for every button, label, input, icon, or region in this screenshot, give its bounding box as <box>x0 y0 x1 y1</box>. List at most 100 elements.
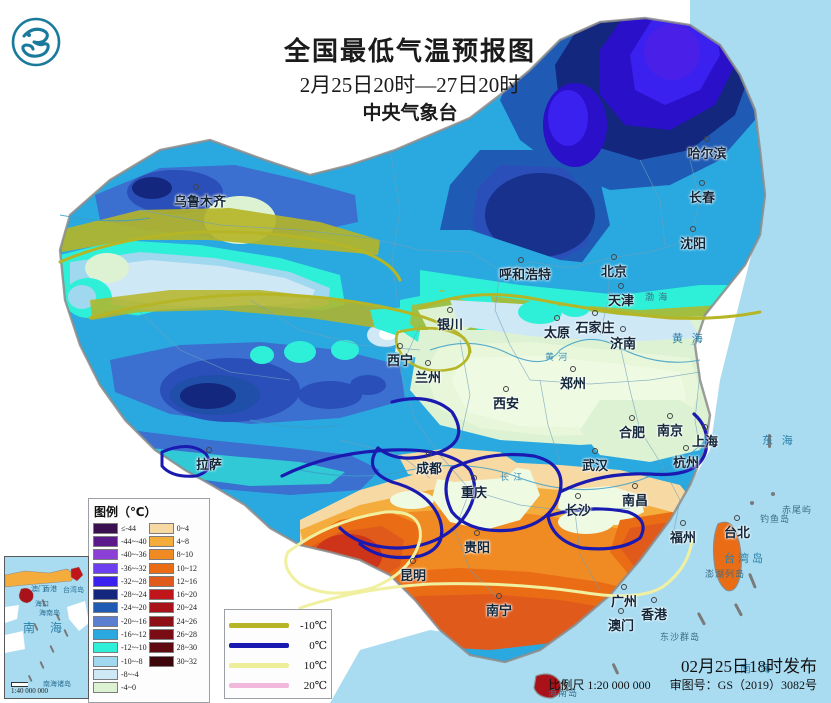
inset-place-label: 海南岛 <box>39 609 60 617</box>
city-name: 济南 <box>609 336 636 351</box>
city-name: 澳门 <box>607 618 634 633</box>
city-marker-icon <box>621 584 627 590</box>
legend-row: 10~12 <box>148 562 197 574</box>
isotherm-label: 0℃ <box>309 639 327 652</box>
isotherm-lines <box>58 230 762 610</box>
legend-row: 8~10 <box>148 549 197 561</box>
city-label: 武汉 <box>573 448 617 474</box>
isotherm-label: -10℃ <box>300 619 327 632</box>
legend-row: 30~32 <box>148 655 197 667</box>
city-marker-icon <box>702 424 708 430</box>
city-name: 太原 <box>543 325 570 340</box>
legend-label: -28~-24 <box>121 590 147 600</box>
legend-label: 12~16 <box>176 576 197 586</box>
geo-label: 台湾岛 <box>724 553 766 565</box>
legend-label: -40~-36 <box>121 550 147 560</box>
title-block: 全国最低气温预报图 2月25日20时—27日20时 中央气象台 <box>240 36 580 127</box>
forecast-period: 2月25日20时—27日20时 <box>299 73 521 97</box>
city-label: 太原 <box>535 315 579 341</box>
city-marker-icon <box>575 493 581 499</box>
city-name: 杭州 <box>672 455 699 470</box>
city-marker-icon <box>447 307 453 313</box>
legend-row: -36~-32 <box>93 562 147 574</box>
city-marker-icon <box>592 310 598 316</box>
legend-label: 20~24 <box>176 603 197 613</box>
province-boundaries <box>139 149 701 601</box>
approval-number: 审图号：GS（2019）3082号 <box>669 678 817 692</box>
city-name: 南昌 <box>621 493 648 508</box>
legend-label: 28~30 <box>176 643 197 653</box>
city-name: 福州 <box>669 530 696 545</box>
city-marker-icon <box>426 451 432 457</box>
city-name: 香港 <box>640 607 667 622</box>
legend-swatch <box>93 668 118 680</box>
legend-label: -36~-32 <box>121 563 147 573</box>
city-label: 上海 <box>683 424 727 450</box>
city-marker-icon <box>704 136 710 142</box>
city-label: 济南 <box>601 326 645 352</box>
city-marker-icon <box>734 515 740 521</box>
legend-label: -4~0 <box>121 683 136 693</box>
city-name: 长沙 <box>564 503 591 518</box>
inset-place-label: 澳门 <box>31 585 45 593</box>
isotherm-label: 10℃ <box>303 659 327 672</box>
legend-swatch <box>148 575 174 587</box>
legend-row: 12~16 <box>148 575 197 587</box>
legend-label: 24~26 <box>176 616 197 626</box>
scale-label: 比例尺 1:20 000 000 <box>548 678 651 692</box>
legend-row: -44~-40 <box>93 535 147 547</box>
geo-label: 东沙群岛 <box>660 632 701 642</box>
legend-row: 16~20 <box>148 588 197 601</box>
city-marker-icon <box>496 593 502 599</box>
city-label: 拉萨 <box>187 447 231 473</box>
legend-row: -40~-36 <box>93 549 147 561</box>
isotherm-legend: -10℃ 0℃ 10℃ 20℃ <box>224 609 332 699</box>
city-marker-icon <box>425 360 431 366</box>
city-label: 西安 <box>484 386 528 412</box>
legend-row: 4~8 <box>148 535 197 547</box>
city-name: 重庆 <box>460 485 487 500</box>
isotherm-line-sample <box>229 642 290 648</box>
city-name: 武汉 <box>581 458 608 473</box>
city-marker-icon <box>206 447 212 453</box>
city-label: 南京 <box>648 413 692 439</box>
issue-time: 02月25日18时发布 <box>681 657 817 676</box>
city-label: 天津 <box>599 283 643 309</box>
legend-label: 4~8 <box>176 536 189 546</box>
city-name: 天津 <box>607 293 634 308</box>
inset-scale-label: 1:40 000 000 <box>11 687 48 695</box>
map-scale-info: 比例尺 1:20 000 000 审图号：GS（2019）3082号 <box>532 676 817 693</box>
legend-row: -8~-4 <box>93 668 147 680</box>
legend-swatch <box>93 562 118 574</box>
city-label: 贵阳 <box>455 530 499 556</box>
geo-label: 东 海 <box>762 435 796 447</box>
legend-swatch <box>93 615 118 627</box>
legend-label: 30~32 <box>176 656 197 666</box>
legend-label: 10~12 <box>176 563 197 573</box>
city-name: 拉萨 <box>195 457 222 472</box>
city-marker-icon <box>592 448 598 454</box>
city-label: 重庆 <box>452 475 496 501</box>
legend-label: -20~-16 <box>121 616 147 626</box>
city-marker-icon <box>410 558 416 564</box>
city-marker-icon <box>667 413 673 419</box>
cma-dragon-logo <box>11 17 61 67</box>
geo-label: 渤 海 <box>645 292 669 302</box>
city-marker-icon <box>690 226 696 232</box>
city-name: 长春 <box>688 190 715 205</box>
city-marker-icon <box>471 475 477 481</box>
city-label: 广州 <box>602 584 646 610</box>
city-label: 香港 <box>632 597 676 623</box>
inset-map-graphic <box>5 557 88 698</box>
geo-label: 黄 海 <box>672 333 706 345</box>
legend-label: ≤-44 <box>121 523 137 533</box>
city-name: 贵阳 <box>463 540 490 555</box>
legend-swatch <box>93 602 118 614</box>
city-label: 长春 <box>680 180 724 206</box>
legend-row: 20~24 <box>148 602 197 614</box>
legend-swatch <box>93 642 118 654</box>
legend-label: -24~-20 <box>121 603 147 613</box>
legend-row: -4~0 <box>93 682 147 694</box>
city-label: 呼和浩特 <box>499 257 551 283</box>
legend-swatch <box>93 589 118 601</box>
